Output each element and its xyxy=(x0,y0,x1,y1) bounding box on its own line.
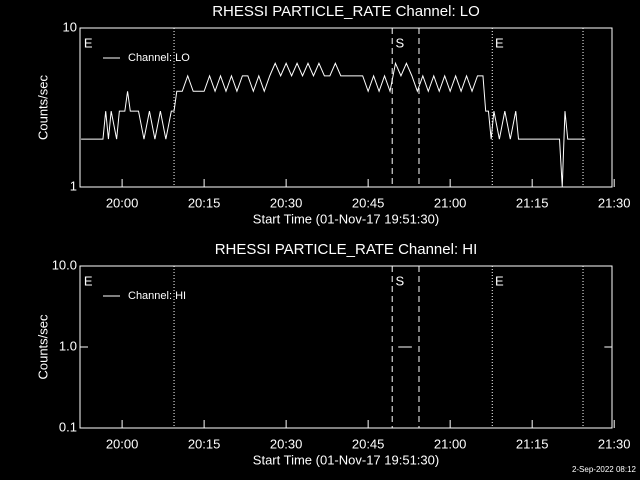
x-tick-label: 20:00 xyxy=(106,436,139,451)
data-line xyxy=(81,61,586,188)
x-tick-label: 21:00 xyxy=(434,436,467,451)
x-tick-label: 21:15 xyxy=(516,195,549,210)
chart-title: RHESSI PARTICLE_RATE Channel: LO xyxy=(212,3,480,20)
annotation: E xyxy=(84,273,93,288)
y-tick-label: 1 xyxy=(70,178,77,193)
y-axis-label: Counts/sec xyxy=(35,74,50,140)
footer: 2-Sep-2022 08:12 xyxy=(572,465,637,474)
plot-frame xyxy=(79,27,613,188)
x-tick-label: 20:45 xyxy=(352,436,385,451)
x-axis-label: Start Time (01-Nov-17 19:51:30) xyxy=(253,211,439,226)
chart-title: RHESSI PARTICLE_RATE Channel: HI xyxy=(215,241,478,258)
x-tick-label: 20:30 xyxy=(270,436,303,451)
x-tick-label: 20:15 xyxy=(188,195,221,210)
y-tick-label: 10 xyxy=(63,19,77,34)
y-tick-label: 1.0 xyxy=(59,338,77,353)
annotation: E xyxy=(84,35,93,50)
x-tick-label: 20:15 xyxy=(188,436,221,451)
annotation: S xyxy=(395,35,404,50)
y-tick-label: 0.1 xyxy=(59,419,77,434)
x-tick-label: 20:00 xyxy=(106,195,139,210)
y-tick-label: 10.0 xyxy=(52,257,77,272)
legend-label: Channel: HI xyxy=(128,290,186,302)
x-tick-label: 20:45 xyxy=(352,195,385,210)
x-tick-label: 20:30 xyxy=(270,195,303,210)
x-tick-label: 21:30 xyxy=(598,436,631,451)
legend-label: Channel: LO xyxy=(128,52,190,64)
annotation: E xyxy=(495,273,504,288)
x-tick-label: 21:00 xyxy=(434,195,467,210)
x-tick-label: 21:15 xyxy=(516,436,549,451)
x-tick-label: 21:30 xyxy=(598,195,631,210)
annotation: E xyxy=(495,35,504,50)
annotation: S xyxy=(395,273,404,288)
x-axis-label: Start Time (01-Nov-17 19:51:30) xyxy=(253,452,439,467)
y-axis-label: Counts/sec xyxy=(35,314,50,380)
